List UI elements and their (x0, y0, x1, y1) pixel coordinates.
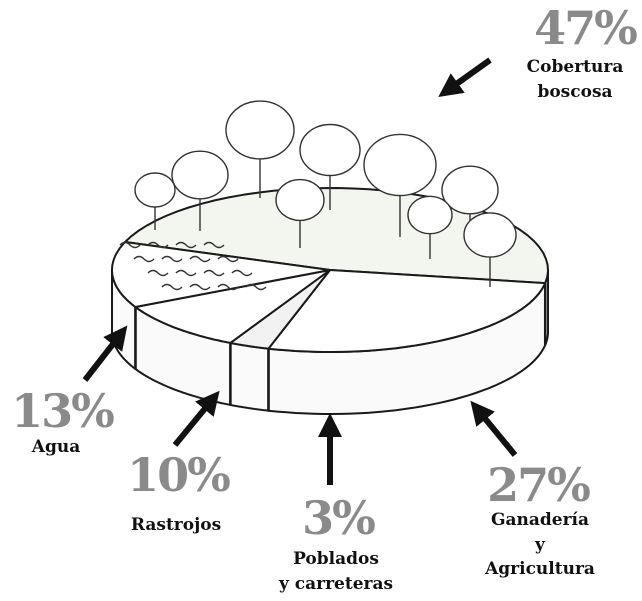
pointer-arrow (478, 410, 515, 455)
category-label: Ganadería y Agricultura (485, 508, 595, 582)
slice-side (230, 343, 268, 411)
category-label: Poblados y carreteras (279, 547, 393, 596)
value-label: 10% (127, 452, 229, 498)
tree-crown (226, 101, 294, 159)
tree-crown (408, 196, 452, 233)
tree-crown (464, 213, 516, 257)
value-label: 47% (534, 5, 636, 51)
tree-crown (300, 125, 360, 176)
value-label: 3% (302, 495, 374, 541)
infographic: 47%Cobertura boscosa 27%Ganadería y Agric… (0, 0, 642, 601)
category-label: Agua (32, 435, 80, 460)
value-label: 13% (11, 388, 113, 434)
value-label: 27% (487, 462, 589, 508)
tree-crown (364, 134, 436, 195)
category-label: Rastrojos (131, 513, 221, 538)
pointer-arrow (85, 335, 120, 380)
pointer-arrow (448, 60, 490, 90)
tree-crown (276, 180, 324, 221)
tree-crown (135, 173, 175, 207)
pointer-arrow (175, 400, 212, 445)
category-label: Cobertura boscosa (527, 55, 624, 104)
tree-crown (172, 151, 228, 199)
